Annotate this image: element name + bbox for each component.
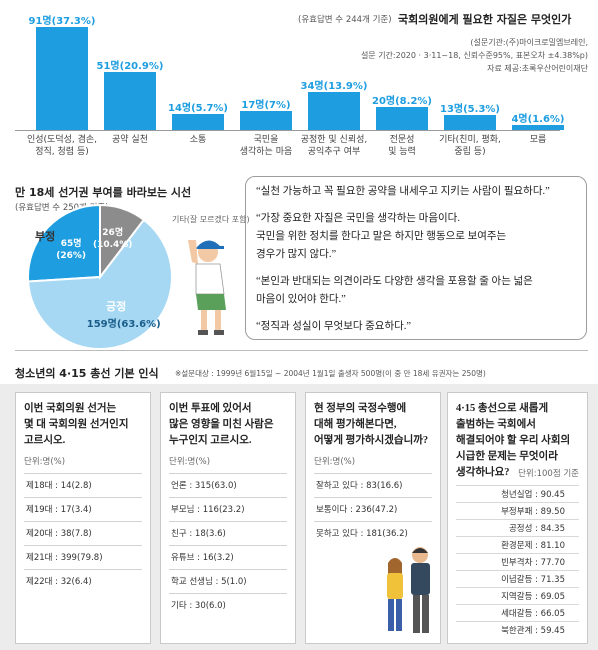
answer-row: 보통이다 : 236(47.2) [314, 497, 432, 521]
pie-slice [99, 203, 146, 280]
answer-row: 못하고 있다 : 181(36.2) [314, 521, 432, 545]
bar-title: 국회의원에게 필요한 자질은 무엇인가 [398, 13, 572, 26]
question-card: 4·15 총선으로 새롭게 출범하는 국회에서 해결되어야 할 우리 사회의 시… [447, 392, 588, 644]
answer-row: 북한관계 : 59.45 [456, 621, 579, 638]
answer-row: 이념갈등 : 71.35 [456, 570, 579, 587]
baseline [15, 130, 560, 131]
category-label: 전문성 및 능력 [388, 135, 416, 157]
quote: “실천 가능하고 꼭 필요한 공약을 내세우고 지키는 사람이 필요하다.” [256, 186, 550, 197]
bar [512, 125, 564, 130]
answer-row: 환경문제 : 81.10 [456, 536, 579, 553]
pie-slice [27, 203, 101, 283]
slice-label: 65명 (26%) [56, 238, 87, 261]
quote: “정직과 성실이 무엇보다 중요하다.” [256, 321, 412, 332]
answer-row: 제22대 : 32(6.4) [24, 569, 142, 593]
question: 이번 투표에 있어서 많은 영향을 미친 사람은 누구인지 고르시오. [169, 403, 274, 446]
answer-row: 친구 : 18(3.6) [169, 521, 287, 545]
answer-row: 제21대 : 399(79.8) [24, 545, 142, 569]
value-label: 17명(7%) [241, 99, 291, 111]
bar [240, 110, 292, 130]
slice-name: 부정 [35, 230, 56, 243]
category-label: 공약 실천 [112, 135, 148, 145]
answer-row: 학교 선생님 : 5(1.0) [169, 569, 287, 593]
answer-row: 부모님 : 116(23.2) [169, 497, 287, 521]
bar [308, 91, 360, 130]
question-card: 이번 투표에 있어서 많은 영향을 미친 사람은 누구인지 고르시오. 단위:명(… [160, 392, 296, 644]
slice-name: 긍정 [106, 300, 127, 313]
survey-note: ※설문대상 : 1999년 6월15일 ~ 2004년 1월1일 출생자 500… [175, 369, 486, 378]
divider [15, 350, 588, 351]
category-label: 인성(도덕성, 겸손, 정직, 청렴 등) [26, 135, 98, 157]
question: 이번 국회의원 선거는 몇 대 국회의원 선거인지 고르시오. [24, 403, 129, 446]
answer-row: 빈부격차 : 77.70 [456, 553, 579, 570]
answer-row: 언론 : 315(63.0) [169, 473, 287, 497]
bar [104, 72, 156, 130]
question-card: 이번 국회의원 선거는 몇 대 국회의원 선거인지 고르시오. 단위:명(%) 제1… [15, 392, 151, 644]
bar [172, 114, 224, 130]
quote: “본인과 반대되는 의견이라도 다양한 생각을 포용할 줄 아는 넓은 마음이 … [256, 276, 533, 305]
category-label: 모름 [529, 135, 547, 145]
bar [36, 27, 88, 130]
value-label: 14명(5.7%) [168, 103, 228, 115]
question-card: 현 정부의 국정수행에 대해 평가해본다면, 어떻게 평가하시겠습니까? 단위:명… [305, 392, 441, 644]
slice-label: 26명 (10.4%) [92, 228, 133, 251]
survey-title: 청소년의 4·15 총선 기본 인식 [15, 367, 159, 380]
pie-subtitle: (유효답변 수 250개 기준) [15, 203, 109, 213]
value-label: 13명(5.3%) [440, 104, 500, 116]
source-notes: (설문기관:(주)마이크로밀엠브레인, 설문 기간:2020 · 3·11~18… [361, 36, 588, 75]
slice-label: 159명(63.6%) [86, 319, 161, 331]
unit: 단위:명(%) [169, 457, 211, 467]
answer-row: 잘하고 있다 : 83(16.6) [314, 473, 432, 497]
question: 4·15 총선으로 새롭게 출범하는 국회에서 해결되어야 할 우리 사회의 시… [456, 403, 571, 478]
value-label: 20명(8.2%) [372, 96, 432, 108]
question: 현 정부의 국정수행에 대해 평가해본다면, 어떻게 평가하시겠습니까? [314, 403, 429, 446]
unit: 단위:명(%) [314, 457, 356, 467]
person-illustration [188, 240, 226, 335]
unit: 단위:명(%) [24, 457, 66, 467]
category-label: 기타(친미, 평화, 중립 등) [439, 135, 501, 157]
note: 자료 제공:초록우산어린이재단 [487, 64, 588, 73]
category-label: 공정한 및 신뢰성, 공익추구 여부 [300, 135, 368, 157]
unit: 단위:100점 기준 [518, 469, 579, 479]
answer-row: 유튜브 : 16(3.2) [169, 545, 287, 569]
bar [376, 107, 428, 130]
quote: “가장 중요한 자질은 국민을 생각하는 마음이다. 국민을 위한 정치를 한다… [256, 213, 507, 260]
pie-chart [27, 203, 226, 350]
answer-row: 기타 : 30(6.0) [169, 593, 287, 617]
quote-box [245, 176, 587, 340]
value-label: 34명(13.9%) [300, 80, 368, 92]
bar-subtitle: (유효답변 수 244개 기준) [298, 15, 392, 25]
category-label: 소통 [189, 135, 207, 145]
answer-row: 청년실업 : 90.45 [456, 485, 579, 502]
note: 설문 기간:2020 · 3·11~18, 신뢰수준95%, 표본오차 ±4.3… [360, 51, 588, 60]
answer-row: 지역갈등 : 69.05 [456, 587, 579, 604]
note: (설문기관:(주)마이크로밀엠브레인, [470, 38, 588, 47]
answer-row: 부정부패 : 89.50 [456, 502, 579, 519]
slice-name: 기타(잘 모르겠다 포함) [172, 215, 250, 224]
answer-row: 제20대 : 38(7.8) [24, 521, 142, 545]
category-label: 국민을 생각하는 마음 [239, 135, 293, 157]
couple-illustration [387, 547, 430, 633]
answer-row: 제18대 : 14(2.8) [24, 473, 142, 497]
value-label: 51명(20.9%) [96, 61, 164, 73]
pie-slice [27, 218, 173, 350]
value-label: 4명(1.6%) [511, 114, 565, 126]
answer-row: 공정성 : 84.35 [456, 519, 579, 536]
pie-title: 만 18세 선거권 부여를 바라보는 시선 [15, 186, 192, 199]
quotes: “실천 가능하고 꼭 필요한 공약을 내세우고 지키는 사람이 필요하다.” “가… [256, 183, 584, 345]
answer-row: 제19대 : 17(3.4) [24, 497, 142, 521]
bar [444, 115, 496, 130]
value-label: 91명(37.3%) [28, 16, 96, 28]
answer-row: 세대갈등 : 66.05 [456, 604, 579, 621]
